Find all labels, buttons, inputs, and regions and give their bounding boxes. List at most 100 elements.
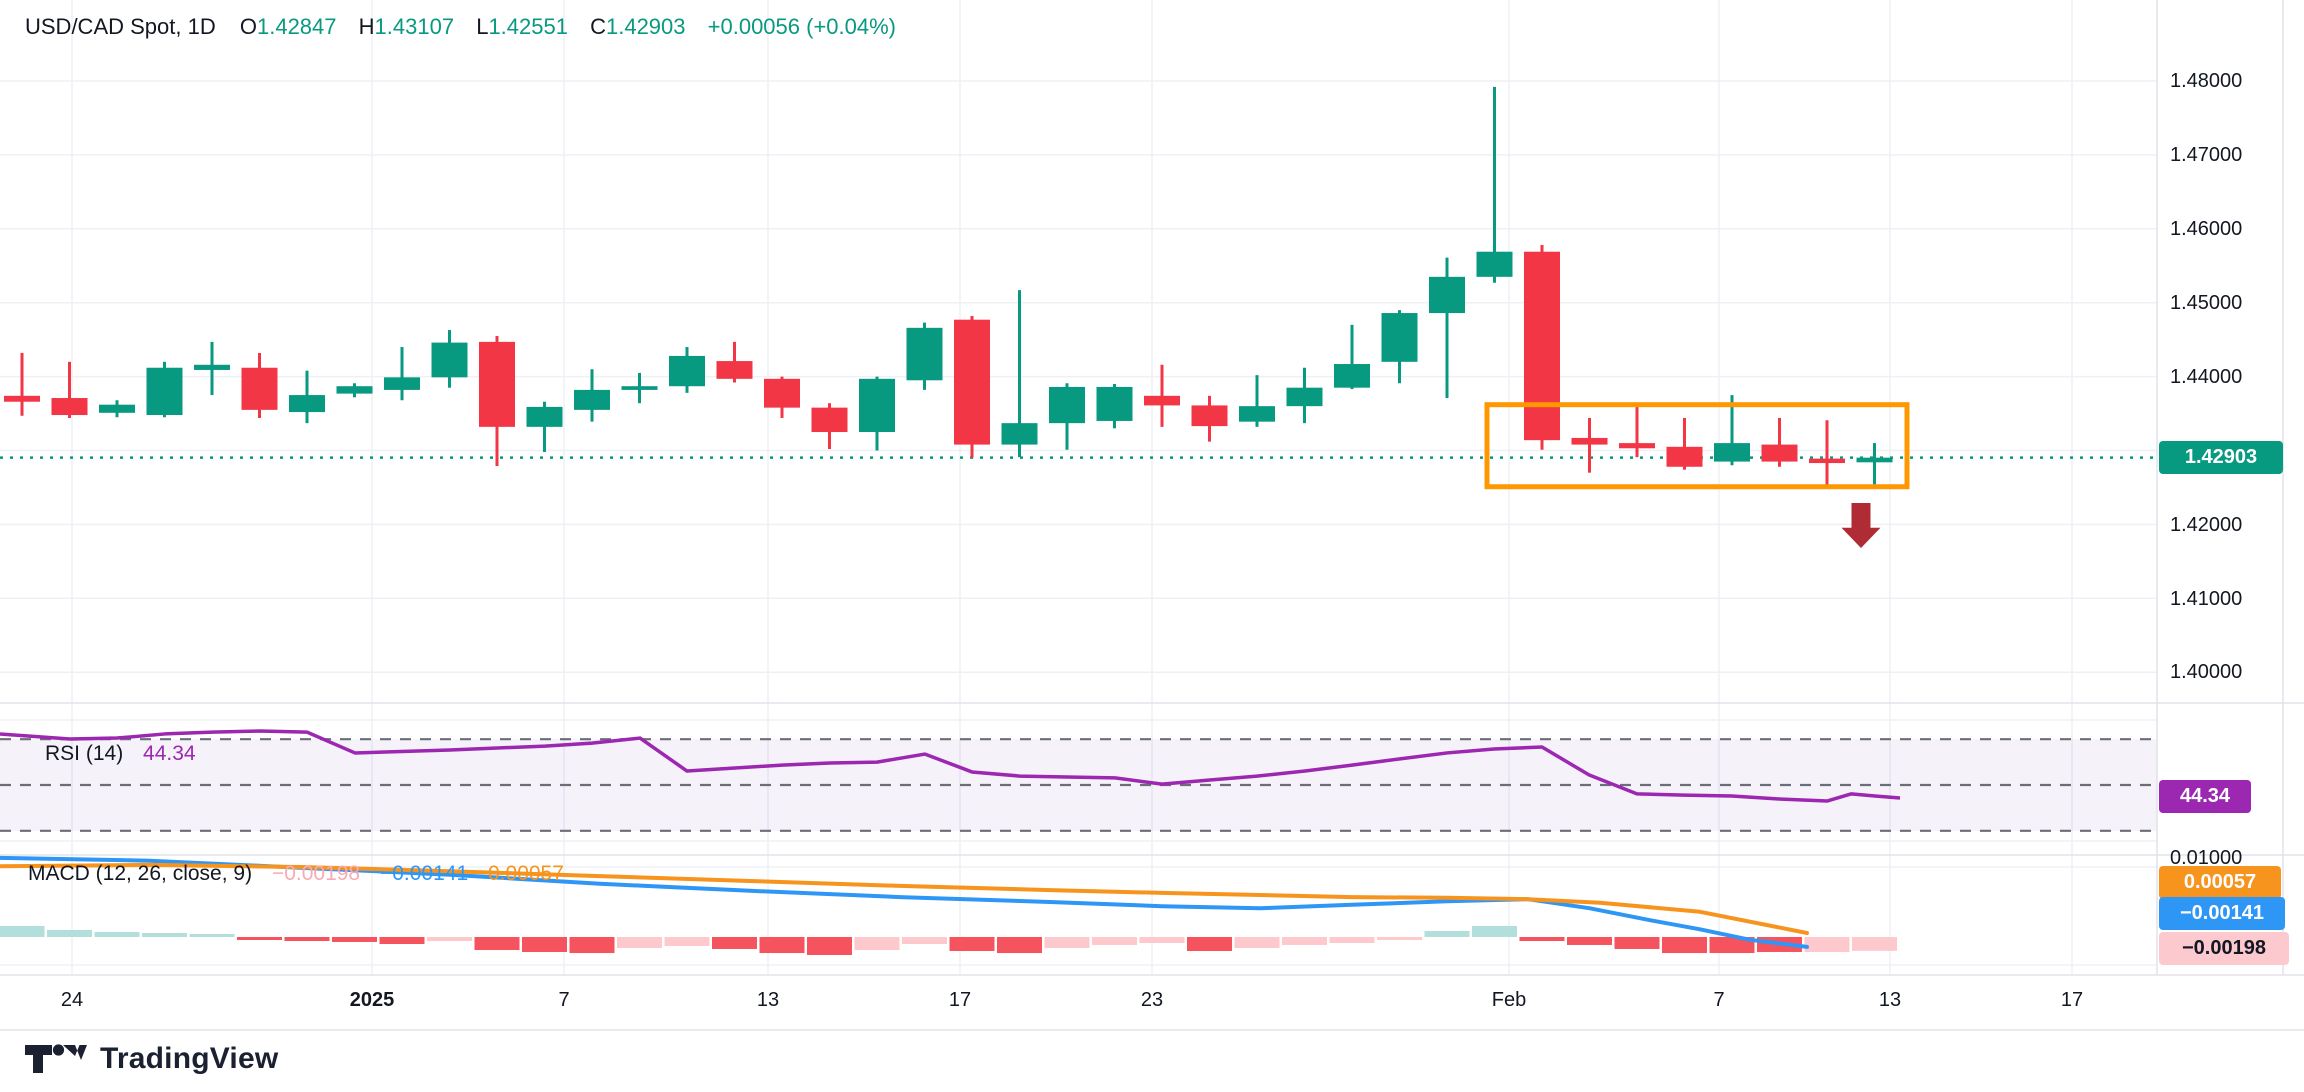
rsi-line <box>0 729 1901 803</box>
candle-body <box>1619 443 1655 449</box>
time-axis-label: 7 <box>558 989 570 1011</box>
time-axis-label: 13 <box>756 989 780 1011</box>
open-value: 1.42847 <box>256 14 337 39</box>
price-legend[interactable]: USD/CAD Spot, 1D O1.42847 H1.43107 L1.42… <box>25 14 896 40</box>
candle-body <box>146 367 183 416</box>
macd-histogram-bar <box>854 937 900 951</box>
price-axis-label: 1.42000 <box>2170 514 2243 536</box>
macd-histogram-bar <box>807 937 852 955</box>
close-value: 1.42903 <box>605 14 686 39</box>
candle-body <box>1524 251 1560 441</box>
symbol-title: USD/CAD Spot, 1D <box>25 14 216 39</box>
macd-histogram-bar <box>94 932 140 937</box>
candle-body <box>669 355 705 387</box>
macd-histogram-bar <box>142 933 187 937</box>
macd-histogram-bar <box>1662 937 1707 954</box>
candle-body <box>336 386 373 394</box>
brand-name: TradingView <box>100 1042 279 1075</box>
candle-body <box>1476 251 1513 277</box>
candle-body <box>1096 386 1133 421</box>
macd-histogram-bar <box>332 937 377 942</box>
candle-body <box>859 378 895 433</box>
macd-histogram-bar <box>664 937 710 947</box>
candle-body <box>526 406 563 427</box>
macd-value-badge: −0.00141 <box>2159 897 2285 930</box>
candle-body <box>1429 276 1465 314</box>
macd-histogram-bar <box>1092 937 1137 945</box>
macd-legend[interactable]: MACD (12, 26, close, 9) −0.00198 −0.0014… <box>28 862 564 886</box>
candle-body <box>51 398 88 416</box>
rsi-value: 44.34 <box>143 742 196 765</box>
macd-hist-badge: −0.00198 <box>2159 932 2289 965</box>
macd-histogram-bar <box>1519 937 1565 941</box>
candle-body <box>1761 444 1798 462</box>
macd-histogram-bar <box>1709 937 1755 954</box>
macd-histogram-bar <box>617 937 662 948</box>
candle-body <box>574 389 610 410</box>
macd-histogram-bar <box>237 937 282 941</box>
high-label: H <box>358 14 375 39</box>
candle-body <box>1714 443 1750 462</box>
candle-body <box>1666 446 1703 467</box>
time-axis-label: 24 <box>60 989 84 1011</box>
candle-body <box>1571 437 1608 445</box>
highlight-box-annotation[interactable] <box>1484 402 1910 490</box>
macd-histogram-bar <box>997 937 1042 954</box>
candle-body <box>194 364 230 370</box>
macd-histogram-bar <box>1567 937 1612 945</box>
candle-body <box>1334 364 1370 388</box>
price-axis-label: 1.48000 <box>2170 70 2243 92</box>
macd-line <box>0 855 1809 949</box>
time-axis-label: 17 <box>2060 989 2084 1011</box>
candle-body <box>431 342 468 378</box>
macd-histogram-bar <box>569 937 615 954</box>
macd-histogram-bar <box>427 937 472 941</box>
macd-hist-value: −0.00198 <box>271 862 361 885</box>
macd-histogram-bar <box>1614 937 1660 949</box>
candle-body <box>479 341 515 427</box>
price-axis-label: 1.44000 <box>2170 366 2243 388</box>
macd-histogram-bar <box>712 937 757 949</box>
candle-body <box>954 319 990 445</box>
macd-macd-value: −0.00141 <box>379 862 469 885</box>
candle-body <box>1144 395 1180 406</box>
macd-histogram-bar <box>0 926 45 937</box>
macd-histogram-bar <box>1852 937 1897 951</box>
current-price-badge: 1.42903 <box>2159 441 2283 474</box>
time-axis-label: Feb <box>1491 989 1527 1011</box>
macd-signal-line <box>0 862 1809 936</box>
candle-body <box>99 404 135 413</box>
candle-body <box>621 386 658 390</box>
candle-body <box>1191 405 1228 427</box>
macd-signal-badge: 0.00057 <box>2159 866 2281 899</box>
macd-histogram-bar <box>1282 937 1327 945</box>
candle-body <box>1856 457 1893 463</box>
macd-histogram-bar <box>949 937 995 951</box>
candle-body <box>1809 458 1845 464</box>
macd-histogram-bar <box>1472 926 1517 937</box>
time-axis-label: 7 <box>1713 989 1725 1011</box>
macd-histogram-bar <box>1377 937 1422 941</box>
footer-branding[interactable]: TradingView <box>24 1042 278 1076</box>
candle-body <box>811 407 848 433</box>
candle-body <box>906 327 943 381</box>
candle-body <box>764 378 800 408</box>
macd-histogram-bar <box>1139 937 1185 944</box>
time-axis-label: 2025 <box>349 989 395 1011</box>
price-axis-label: 1.40000 <box>2170 661 2243 683</box>
macd-histogram-bar <box>1187 937 1232 951</box>
macd-axis-label: 0.01000 <box>2170 847 2243 869</box>
down-arrow-annotation[interactable] <box>1841 503 1881 548</box>
time-axis-label: 23 <box>1140 989 1164 1011</box>
candle-body <box>1381 313 1418 362</box>
price-axis-label: 1.41000 <box>2170 588 2243 610</box>
rsi-label: RSI (14) <box>45 742 124 765</box>
rsi-legend[interactable]: RSI (14) 44.34 <box>45 742 196 766</box>
candle-body <box>1239 406 1275 422</box>
macd-histogram-bar <box>379 937 425 944</box>
high-value: 1.43107 <box>374 14 455 39</box>
open-label: O <box>239 14 257 39</box>
candle-body <box>384 377 420 390</box>
